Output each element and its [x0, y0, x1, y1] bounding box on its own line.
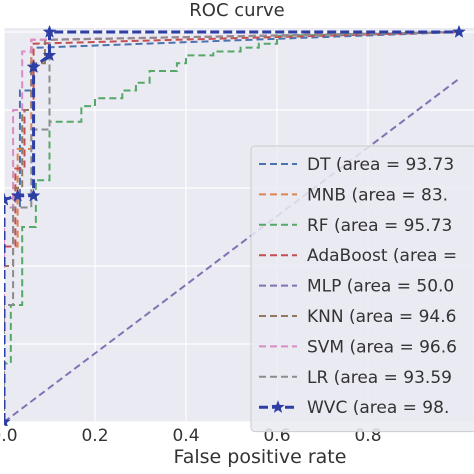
legend-label-8: WVC (area = 98. — [307, 398, 449, 418]
series-line-4 — [4, 78, 460, 423]
series-marker-8 — [4, 414, 11, 426]
legend-label-2: RF (area = 95.73 — [307, 216, 452, 236]
legend-marker-8 — [271, 400, 285, 413]
series-line-2 — [4, 31, 460, 422]
series-line-0 — [4, 31, 460, 422]
legend-label-5: KNN (area = 94.6 — [307, 307, 456, 327]
legend-label-3: AdaBoost (area = — [307, 246, 457, 266]
series-line-6 — [4, 31, 460, 422]
x-tick-label: 0.0 — [0, 426, 18, 446]
series-marker-8 — [26, 188, 41, 202]
series-marker-8 — [452, 24, 466, 38]
chart-title: ROC curve — [189, 0, 285, 21]
series-marker-8 — [26, 59, 41, 73]
x-axis-label: False positive rate — [173, 446, 347, 468]
series-marker-8 — [42, 48, 57, 62]
series-marker-8 — [10, 188, 25, 202]
legend-label-0: DT (area = 93.73 — [307, 155, 454, 175]
legend-label-6: SVM (area = 96.6 — [307, 337, 457, 357]
x-tick-label: 0.2 — [81, 426, 108, 446]
legend-label-4: MLP (area = 50.0 — [307, 277, 454, 297]
series-marker-8 — [42, 24, 57, 38]
legend-label-1: MNB (area = 83. — [307, 185, 448, 205]
legend-label-7: LR (area = 93.59 — [307, 368, 452, 388]
series-line-7 — [4, 31, 460, 422]
legend-box — [250, 145, 474, 433]
x-tick-label: 0.4 — [172, 426, 199, 446]
series-marker-8 — [4, 192, 11, 206]
